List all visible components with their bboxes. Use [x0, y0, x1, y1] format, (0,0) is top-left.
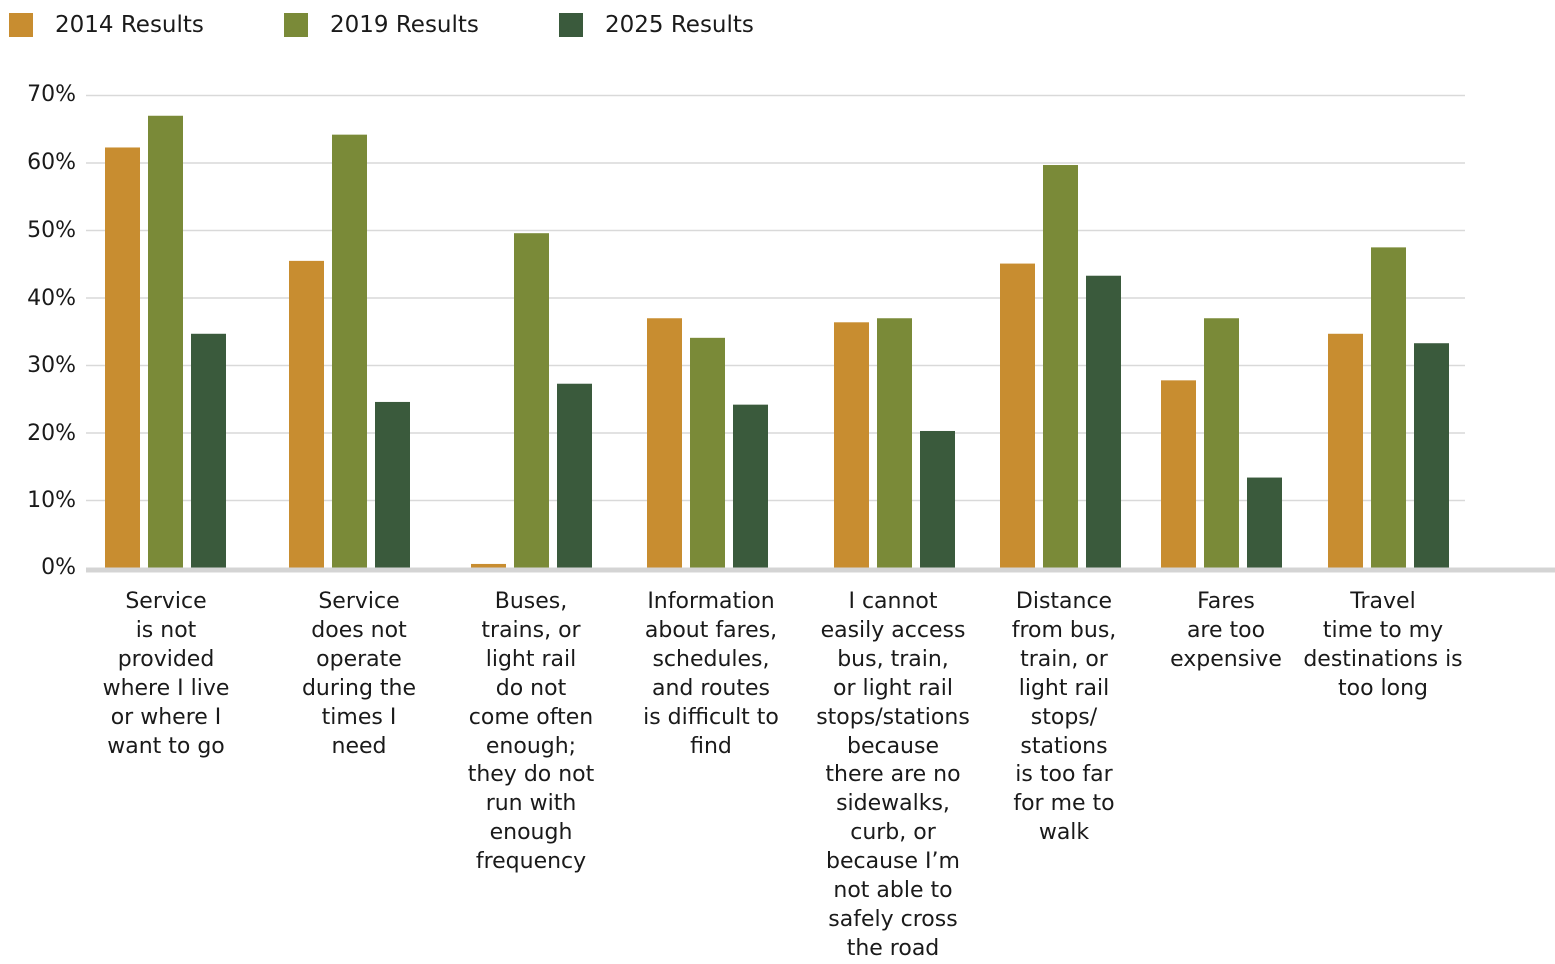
- bar: [1000, 263, 1035, 568]
- legend-swatch-2025: [559, 13, 583, 37]
- bar: [148, 115, 183, 568]
- bar: [1043, 165, 1078, 568]
- bar: [332, 134, 367, 568]
- y-tick-label: 70%: [27, 82, 76, 107]
- x-category-label: Distance from bus, train, or light rail …: [1011, 589, 1117, 846]
- bar: [877, 318, 912, 568]
- y-tick-label: 0%: [41, 555, 76, 580]
- y-tick-label: 50%: [27, 218, 76, 243]
- x-category-label: I cannot easily access bus, train, or li…: [816, 589, 970, 961]
- bar: [834, 322, 869, 568]
- legend-label-2025: 2025 Results: [605, 12, 754, 38]
- legend-swatch-2014: [9, 13, 33, 37]
- bar: [557, 383, 592, 568]
- x-category-label: Service does not operate during the time…: [301, 589, 417, 759]
- bars: [105, 115, 1449, 568]
- y-tick-label: 30%: [27, 353, 76, 378]
- bar: [920, 430, 955, 568]
- bar: [1371, 247, 1406, 568]
- legend-item-2019: 2019 Results: [284, 10, 479, 40]
- legend-label-2014: 2014 Results: [55, 12, 204, 38]
- x-category-label: Service is not provided where I live or …: [102, 589, 230, 759]
- legend-label-2019: 2019 Results: [330, 12, 479, 38]
- x-category-label: Fares are too expensive: [1170, 589, 1282, 672]
- legend-swatch-2019: [284, 13, 308, 37]
- bar: [1204, 318, 1239, 568]
- y-tick-label: 10%: [27, 488, 76, 513]
- bar: [191, 333, 226, 568]
- y-tick-label: 20%: [27, 421, 76, 446]
- x-category-label: Information about fares, schedules, and …: [643, 589, 779, 759]
- bar: [105, 147, 140, 568]
- bar: [647, 318, 682, 568]
- bar: [289, 260, 324, 568]
- bar: [733, 404, 768, 568]
- bar: [471, 563, 506, 568]
- bar: [1086, 275, 1121, 568]
- bar: [1161, 380, 1196, 568]
- x-category-label: Travel time to my destinations is too lo…: [1303, 589, 1463, 701]
- bar: [514, 233, 549, 568]
- bar: [1328, 333, 1363, 568]
- bar: [690, 337, 725, 568]
- bar: [1247, 477, 1282, 568]
- bar: [375, 401, 410, 568]
- legend-item-2025: 2025 Results: [559, 10, 754, 40]
- y-tick-label: 40%: [27, 286, 76, 311]
- x-category-label: Buses, trains, or light rail do not come…: [467, 589, 595, 875]
- bar: [1414, 343, 1449, 568]
- legend-item-2014: 2014 Results: [9, 10, 204, 40]
- y-tick-label: 60%: [27, 150, 76, 175]
